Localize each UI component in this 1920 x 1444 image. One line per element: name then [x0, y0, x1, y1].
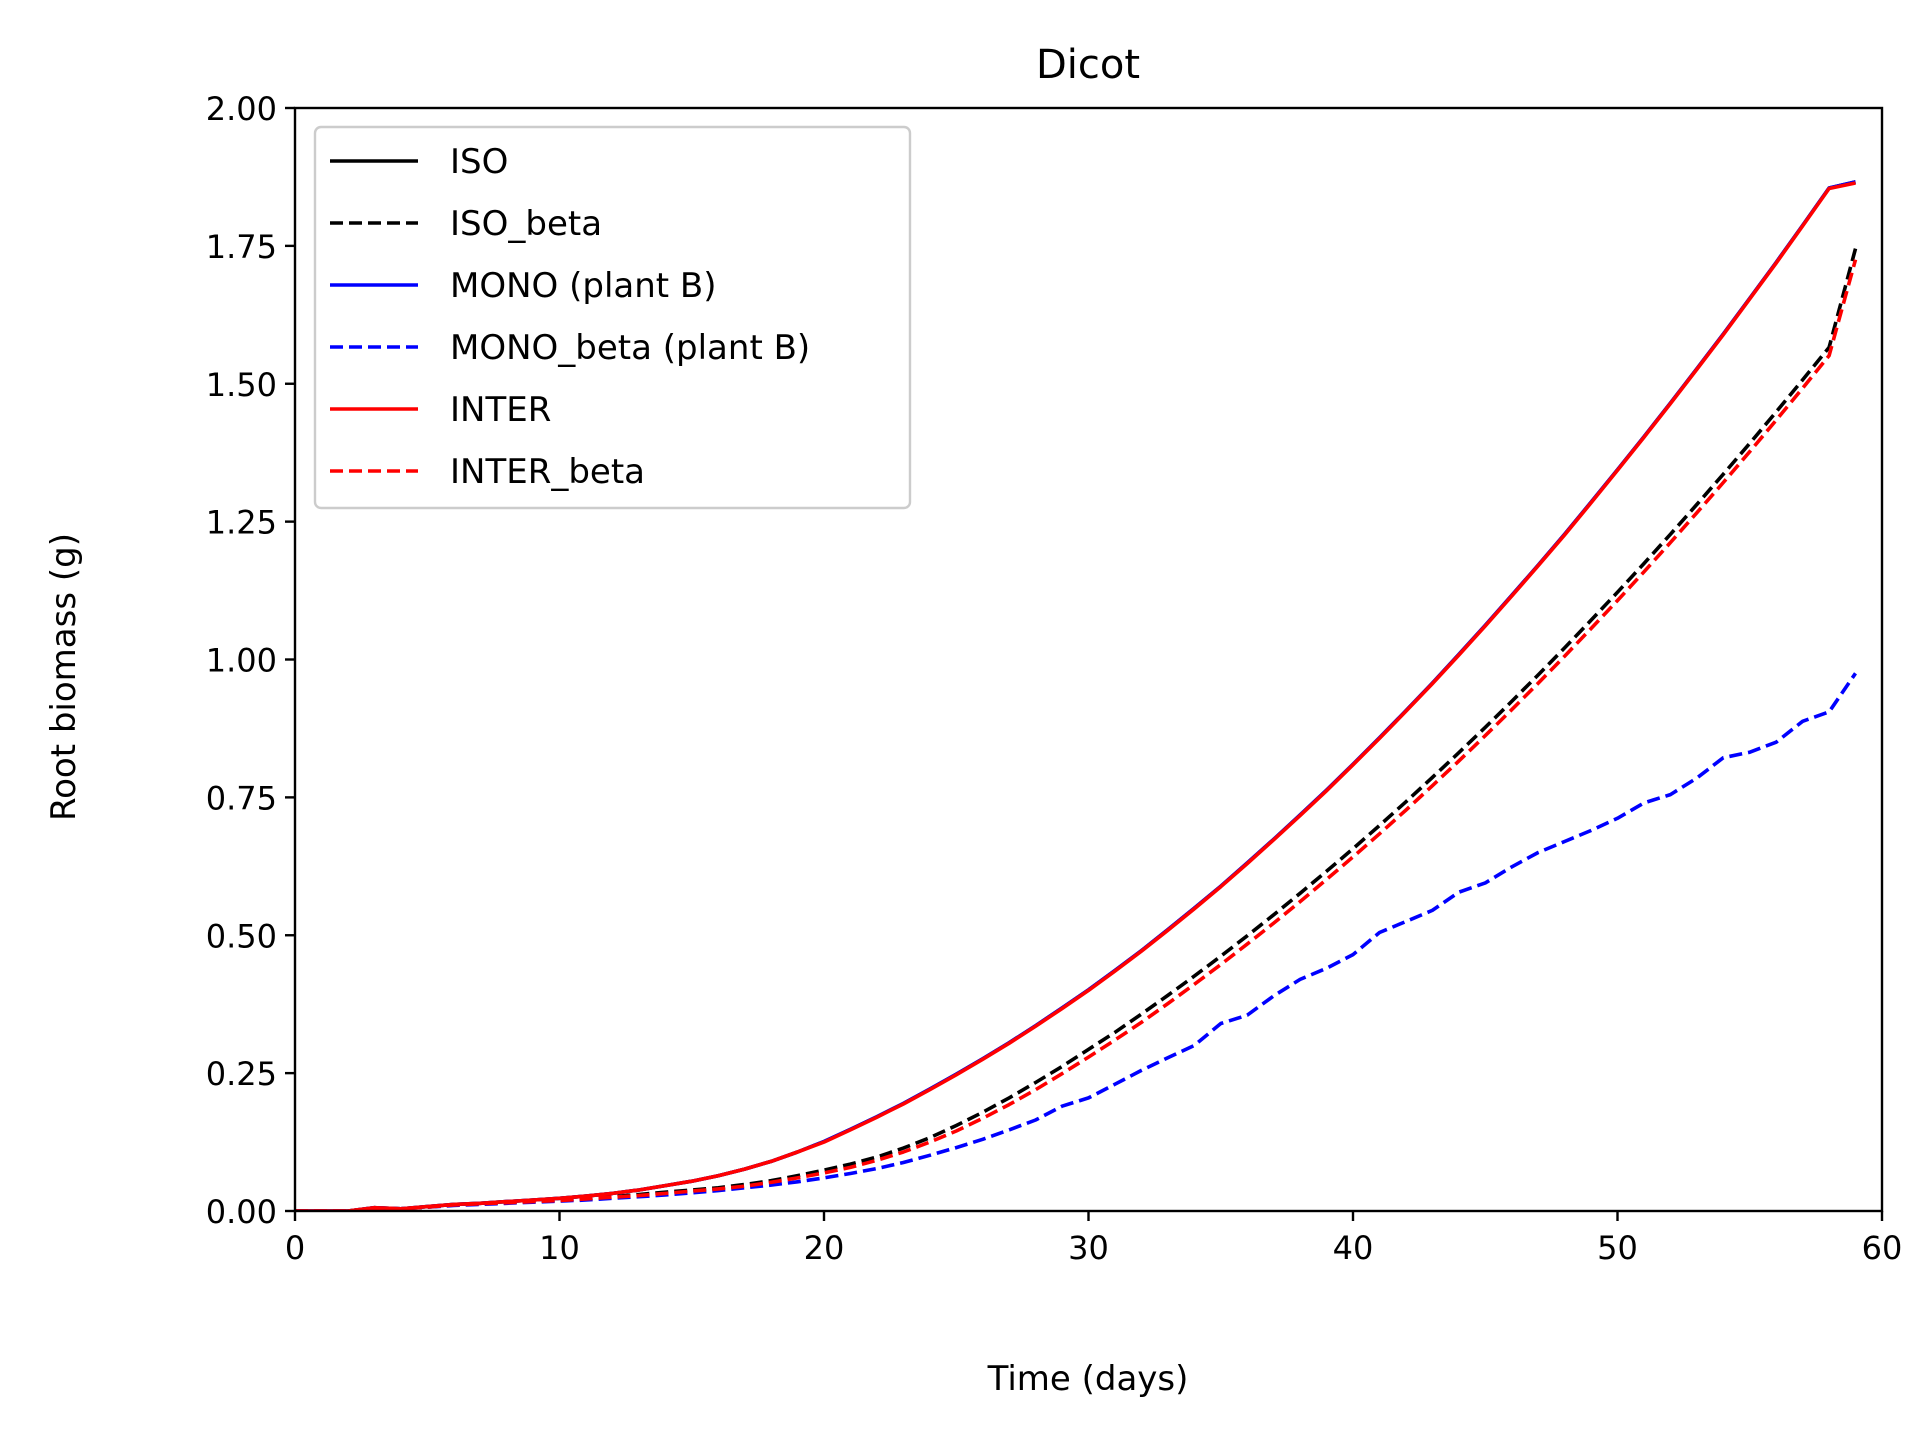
y-tick-label: 0.75	[206, 779, 277, 817]
y-tick-label: 0.50	[206, 917, 277, 955]
y-tick-label: 0.00	[206, 1193, 277, 1231]
x-tick-label: 20	[804, 1229, 845, 1267]
y-axis: 0.00 0.25 0.50 0.75 1.00 1.25 1.50 1.75 2.00	[206, 90, 295, 1231]
series-line-inter	[295, 181, 1856, 1211]
legend-entry: INTER_beta	[330, 452, 645, 492]
y-tick-label: 1.75	[206, 228, 277, 266]
y-axis-label: Root biomass (g)	[44, 533, 84, 821]
legend-entry: MONO (plant B)	[330, 266, 717, 306]
series-line-iso-beta	[295, 248, 1858, 1211]
series-line-inter-beta	[295, 259, 1858, 1211]
legend: ISO ISO_beta MONO (plant B) MONO_beta (plan…	[313, 125, 912, 510]
legend-box	[313, 125, 912, 510]
plot-frame	[293, 106, 1884, 1213]
plot-area	[295, 180, 1858, 1211]
legend-label: MONO (plant B)	[450, 266, 717, 306]
x-tick-label: 60	[1862, 1229, 1903, 1267]
chart-title: Dicot	[1036, 42, 1140, 88]
y-tick-label: 0.25	[206, 1055, 277, 1093]
x-axis-label: Time (days)	[987, 1359, 1189, 1399]
x-tick-label: 50	[1597, 1229, 1638, 1267]
y-tick-label: 1.25	[206, 504, 277, 542]
legend-label: ISO_beta	[450, 204, 602, 244]
x-tick-label: 10	[539, 1229, 580, 1267]
legend-label: MONO_beta (plant B)	[450, 328, 810, 368]
x-tick-label: 0	[285, 1229, 305, 1267]
legend-label: INTER_beta	[450, 452, 645, 492]
legend-label: INTER	[450, 390, 551, 430]
y-tick-label: 1.00	[206, 642, 277, 680]
legend-entry: INTER	[330, 390, 551, 430]
legend-entry: MONO_beta (plant B)	[330, 328, 810, 368]
y-tick-label: 2.00	[206, 90, 277, 128]
y-tick-label: 1.50	[206, 366, 277, 404]
x-axis: 0 10 20 30 40 50 60	[285, 1211, 1903, 1267]
legend-entry: ISO	[330, 142, 508, 182]
legend-entry: ISO_beta	[330, 204, 602, 244]
legend-label: ISO	[450, 142, 508, 182]
x-tick-label: 30	[1068, 1229, 1109, 1267]
x-tick-label: 40	[1333, 1229, 1374, 1267]
